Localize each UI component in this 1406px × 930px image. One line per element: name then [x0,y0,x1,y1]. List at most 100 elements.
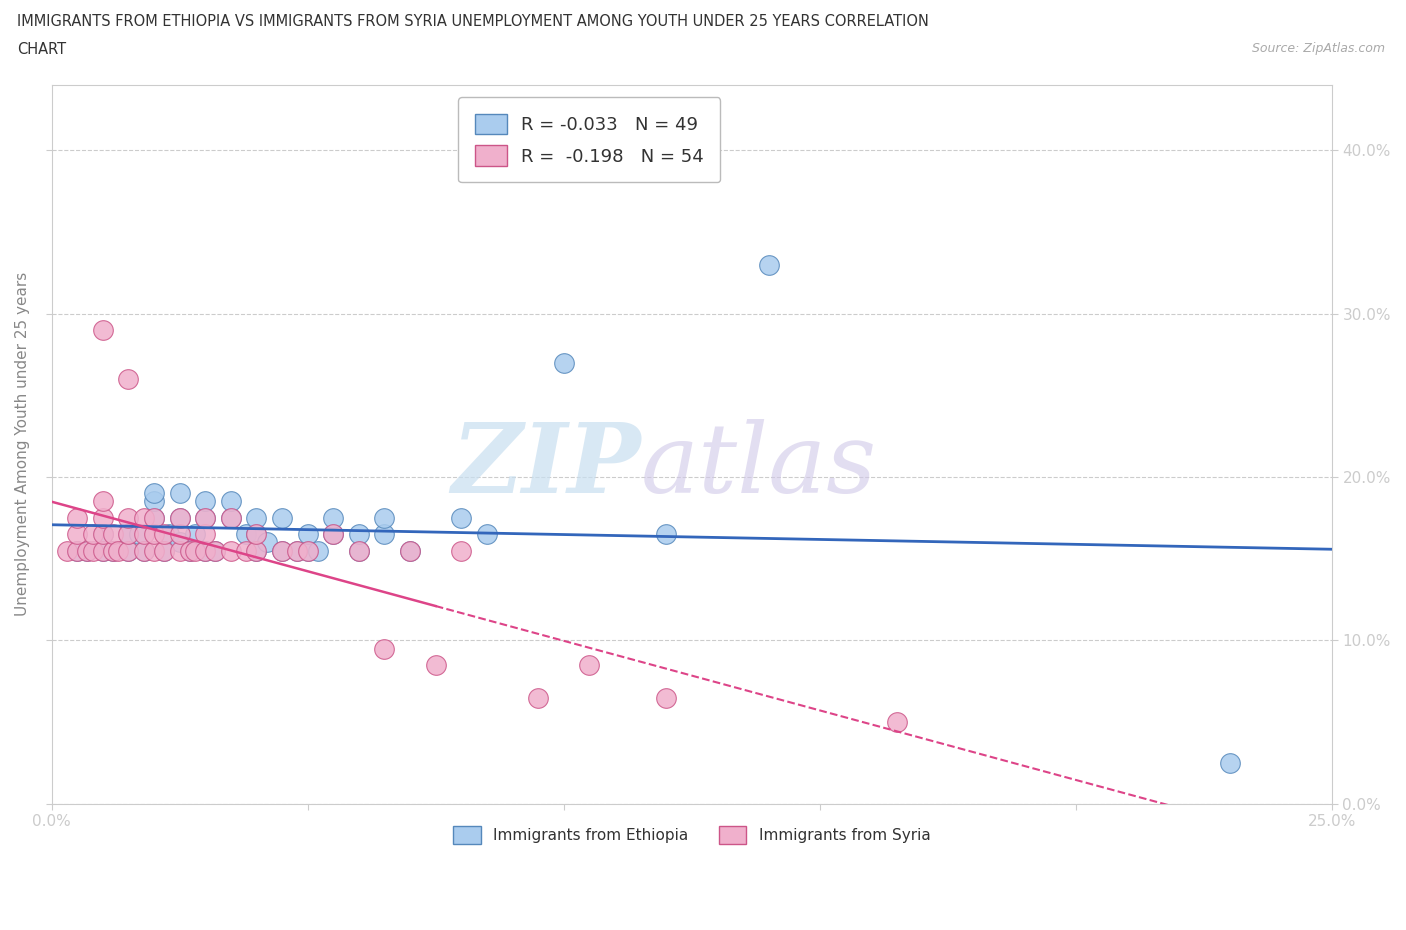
Point [347,526,370,541]
Point [153,543,176,558]
Point [219,494,242,509]
Point [578,658,600,672]
Point [245,526,267,541]
Point [184,543,207,558]
Point [235,526,257,541]
Point [655,690,678,705]
Point [169,526,191,541]
Point [297,526,319,541]
Point [169,485,191,500]
Point [194,511,217,525]
Point [101,543,124,558]
Point [450,511,472,525]
Point [194,494,217,509]
Point [91,526,114,541]
Point [204,543,226,558]
Legend: Immigrants from Ethiopia, Immigrants from Syria: Immigrants from Ethiopia, Immigrants fro… [447,820,936,850]
Text: IMMIGRANTS FROM ETHIOPIA VS IMMIGRANTS FROM SYRIA UNEMPLOYMENT AMONG YOUTH UNDER: IMMIGRANTS FROM ETHIOPIA VS IMMIGRANTS F… [17,14,929,29]
Point [322,511,344,525]
Point [322,526,344,541]
Point [297,543,319,558]
Point [117,371,139,386]
Point [271,543,294,558]
Point [82,526,104,541]
Point [101,543,124,558]
Point [132,543,155,558]
Point [91,543,114,558]
Point [66,526,89,541]
Point [66,543,89,558]
Point [271,543,294,558]
Point [169,511,191,525]
Point [219,543,242,558]
Point [219,511,242,525]
Point [76,543,98,558]
Point [128,526,150,541]
Point [107,543,129,558]
Text: CHART: CHART [17,42,66,57]
Point [132,543,155,558]
Y-axis label: Unemployment Among Youth under 25 years: Unemployment Among Youth under 25 years [15,272,30,617]
Point [179,543,201,558]
Point [373,511,395,525]
Point [204,543,226,558]
Point [256,535,278,550]
Point [91,323,114,338]
Point [91,526,114,541]
Point [194,543,217,558]
Point [153,526,176,541]
Point [91,494,114,509]
Point [143,511,166,525]
Point [91,543,114,558]
Text: Source: ZipAtlas.com: Source: ZipAtlas.com [1251,42,1385,55]
Point [66,543,89,558]
Point [132,511,155,525]
Point [179,543,201,558]
Point [399,543,422,558]
Point [758,257,780,272]
Point [1219,755,1241,770]
Point [169,511,191,525]
Text: ZIP: ZIP [451,418,641,512]
Point [153,543,176,558]
Point [373,641,395,656]
Point [143,511,166,525]
Point [169,535,191,550]
Point [117,526,139,541]
Point [157,526,180,541]
Point [307,543,329,558]
Point [886,714,908,729]
Point [117,543,139,558]
Point [91,511,114,525]
Point [399,543,422,558]
Text: atlas: atlas [641,418,877,512]
Point [450,543,472,558]
Point [245,511,267,525]
Point [219,511,242,525]
Point [194,543,217,558]
Point [56,543,79,558]
Point [322,526,344,541]
Point [194,526,217,541]
Point [527,690,550,705]
Point [82,543,104,558]
Point [425,658,447,672]
Point [297,543,319,558]
Point [143,543,166,558]
Point [655,526,678,541]
Point [143,494,166,509]
Point [287,543,309,558]
Point [66,511,89,525]
Point [245,543,267,558]
Point [184,526,207,541]
Point [347,543,370,558]
Point [235,543,257,558]
Point [117,511,139,525]
Point [245,543,267,558]
Point [475,526,498,541]
Point [132,526,155,541]
Point [245,526,267,541]
Point [143,526,166,541]
Point [373,526,395,541]
Point [117,526,139,541]
